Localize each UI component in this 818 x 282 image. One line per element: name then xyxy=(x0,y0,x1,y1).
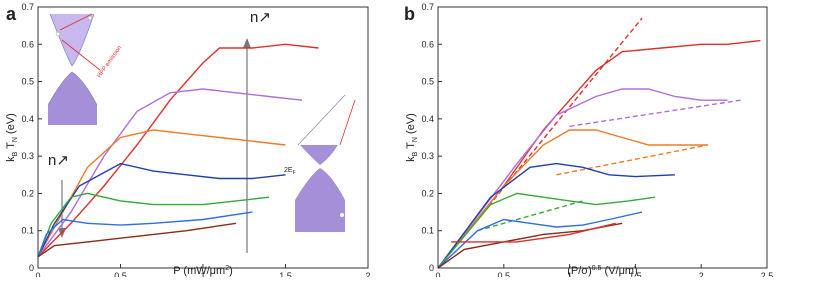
data-line xyxy=(437,88,728,269)
x-tick-label: 2 xyxy=(365,271,370,277)
x-axis-label-part: 0.5 xyxy=(592,265,602,272)
data-line xyxy=(437,129,708,269)
data-line xyxy=(37,43,319,258)
y-tick-label: 0.7 xyxy=(421,2,434,12)
axes-frame xyxy=(437,6,768,269)
y-tick-label: 0.2 xyxy=(21,188,34,198)
annotation: F xyxy=(293,170,296,176)
x-tick-label: 1 xyxy=(200,271,205,277)
x-tick-label: 2.5 xyxy=(761,271,774,277)
x-tick-label: 0.5 xyxy=(114,271,127,277)
y-axis-label-part: T xyxy=(405,142,417,152)
data-line xyxy=(477,200,583,232)
y-axis-label-part: (eV) xyxy=(405,113,417,137)
y-axis-label: kB TN (eV) xyxy=(5,113,19,162)
data-line xyxy=(556,144,708,176)
y-axis-label-part: (eV) xyxy=(5,113,17,137)
annotation: 2EF xyxy=(284,167,296,176)
data-line xyxy=(37,162,286,258)
data-line xyxy=(437,211,643,269)
x-axis-label: P (mW/μm2) xyxy=(173,265,233,277)
data-line xyxy=(37,88,303,258)
inset-band-diagram xyxy=(47,13,101,125)
y-axis-label-part: k xyxy=(405,156,417,162)
y-tick-label: 0 xyxy=(429,263,434,273)
y-tick-label: 0.5 xyxy=(21,77,34,87)
x-axis-label-part: P (mW/μm xyxy=(173,265,225,277)
data-line xyxy=(437,192,656,269)
x-axis-label-part: ) xyxy=(229,265,233,277)
y-tick-label: 0.1 xyxy=(421,226,434,236)
data-line xyxy=(37,222,237,258)
x-tick-label: 0 xyxy=(35,271,40,277)
y-tick-label: 0.3 xyxy=(21,151,34,161)
x-axis-label-part: (V/μm) xyxy=(601,265,637,277)
x-tick-label: 0 xyxy=(435,271,440,277)
x-axis-label-part: 2 xyxy=(225,265,229,272)
y-tick-label: 0.5 xyxy=(421,77,434,87)
y-axis-label-part: k xyxy=(5,156,17,162)
x-axis-label: (P/σ)0.5 (V/μm) xyxy=(567,265,638,277)
y-axis-label-part: B xyxy=(412,151,419,156)
data-line xyxy=(569,99,741,127)
y-tick-label: 0.4 xyxy=(21,114,34,124)
y-tick-label: 0.7 xyxy=(21,2,34,12)
x-tick-label: 1 xyxy=(567,271,572,277)
annotation: n↗ xyxy=(250,9,271,26)
data-line xyxy=(437,17,643,269)
y-tick-label: 0.6 xyxy=(21,39,34,49)
data-line xyxy=(37,211,253,258)
annotation: HPP emission xyxy=(97,45,123,79)
data-line xyxy=(37,192,270,258)
y-axis-label-part: N xyxy=(12,137,19,142)
y-tick-label: 0.4 xyxy=(421,114,434,124)
arrow-head xyxy=(243,38,251,48)
y-tick-label: 0.6 xyxy=(421,39,434,49)
y-tick-label: 0 xyxy=(29,263,34,273)
y-tick-label: 0.1 xyxy=(21,226,34,236)
x-axis-label-part: (P/σ) xyxy=(567,265,592,277)
x-tick-label: 0.5 xyxy=(498,271,511,277)
panel-label: b xyxy=(404,4,415,24)
y-tick-label: 0.3 xyxy=(421,151,434,161)
x-tick-label: 1.5 xyxy=(629,271,642,277)
x-tick-label: 1.5 xyxy=(279,271,292,277)
data-line xyxy=(437,39,761,269)
data-line xyxy=(451,222,616,243)
y-tick-label: 0.2 xyxy=(421,188,434,198)
panel-label: a xyxy=(6,4,17,24)
y-axis-label-part: B xyxy=(12,151,19,156)
y-axis-label: kB TN (eV) xyxy=(405,113,419,162)
annotation: 2E xyxy=(284,167,293,174)
annotation: n↗ xyxy=(48,152,69,169)
y-axis-label-part: N xyxy=(412,137,419,142)
inset-band-diagram xyxy=(295,94,356,232)
y-axis-label-part: T xyxy=(5,142,17,152)
data-line xyxy=(437,162,675,269)
x-tick-label: 2 xyxy=(699,271,704,277)
